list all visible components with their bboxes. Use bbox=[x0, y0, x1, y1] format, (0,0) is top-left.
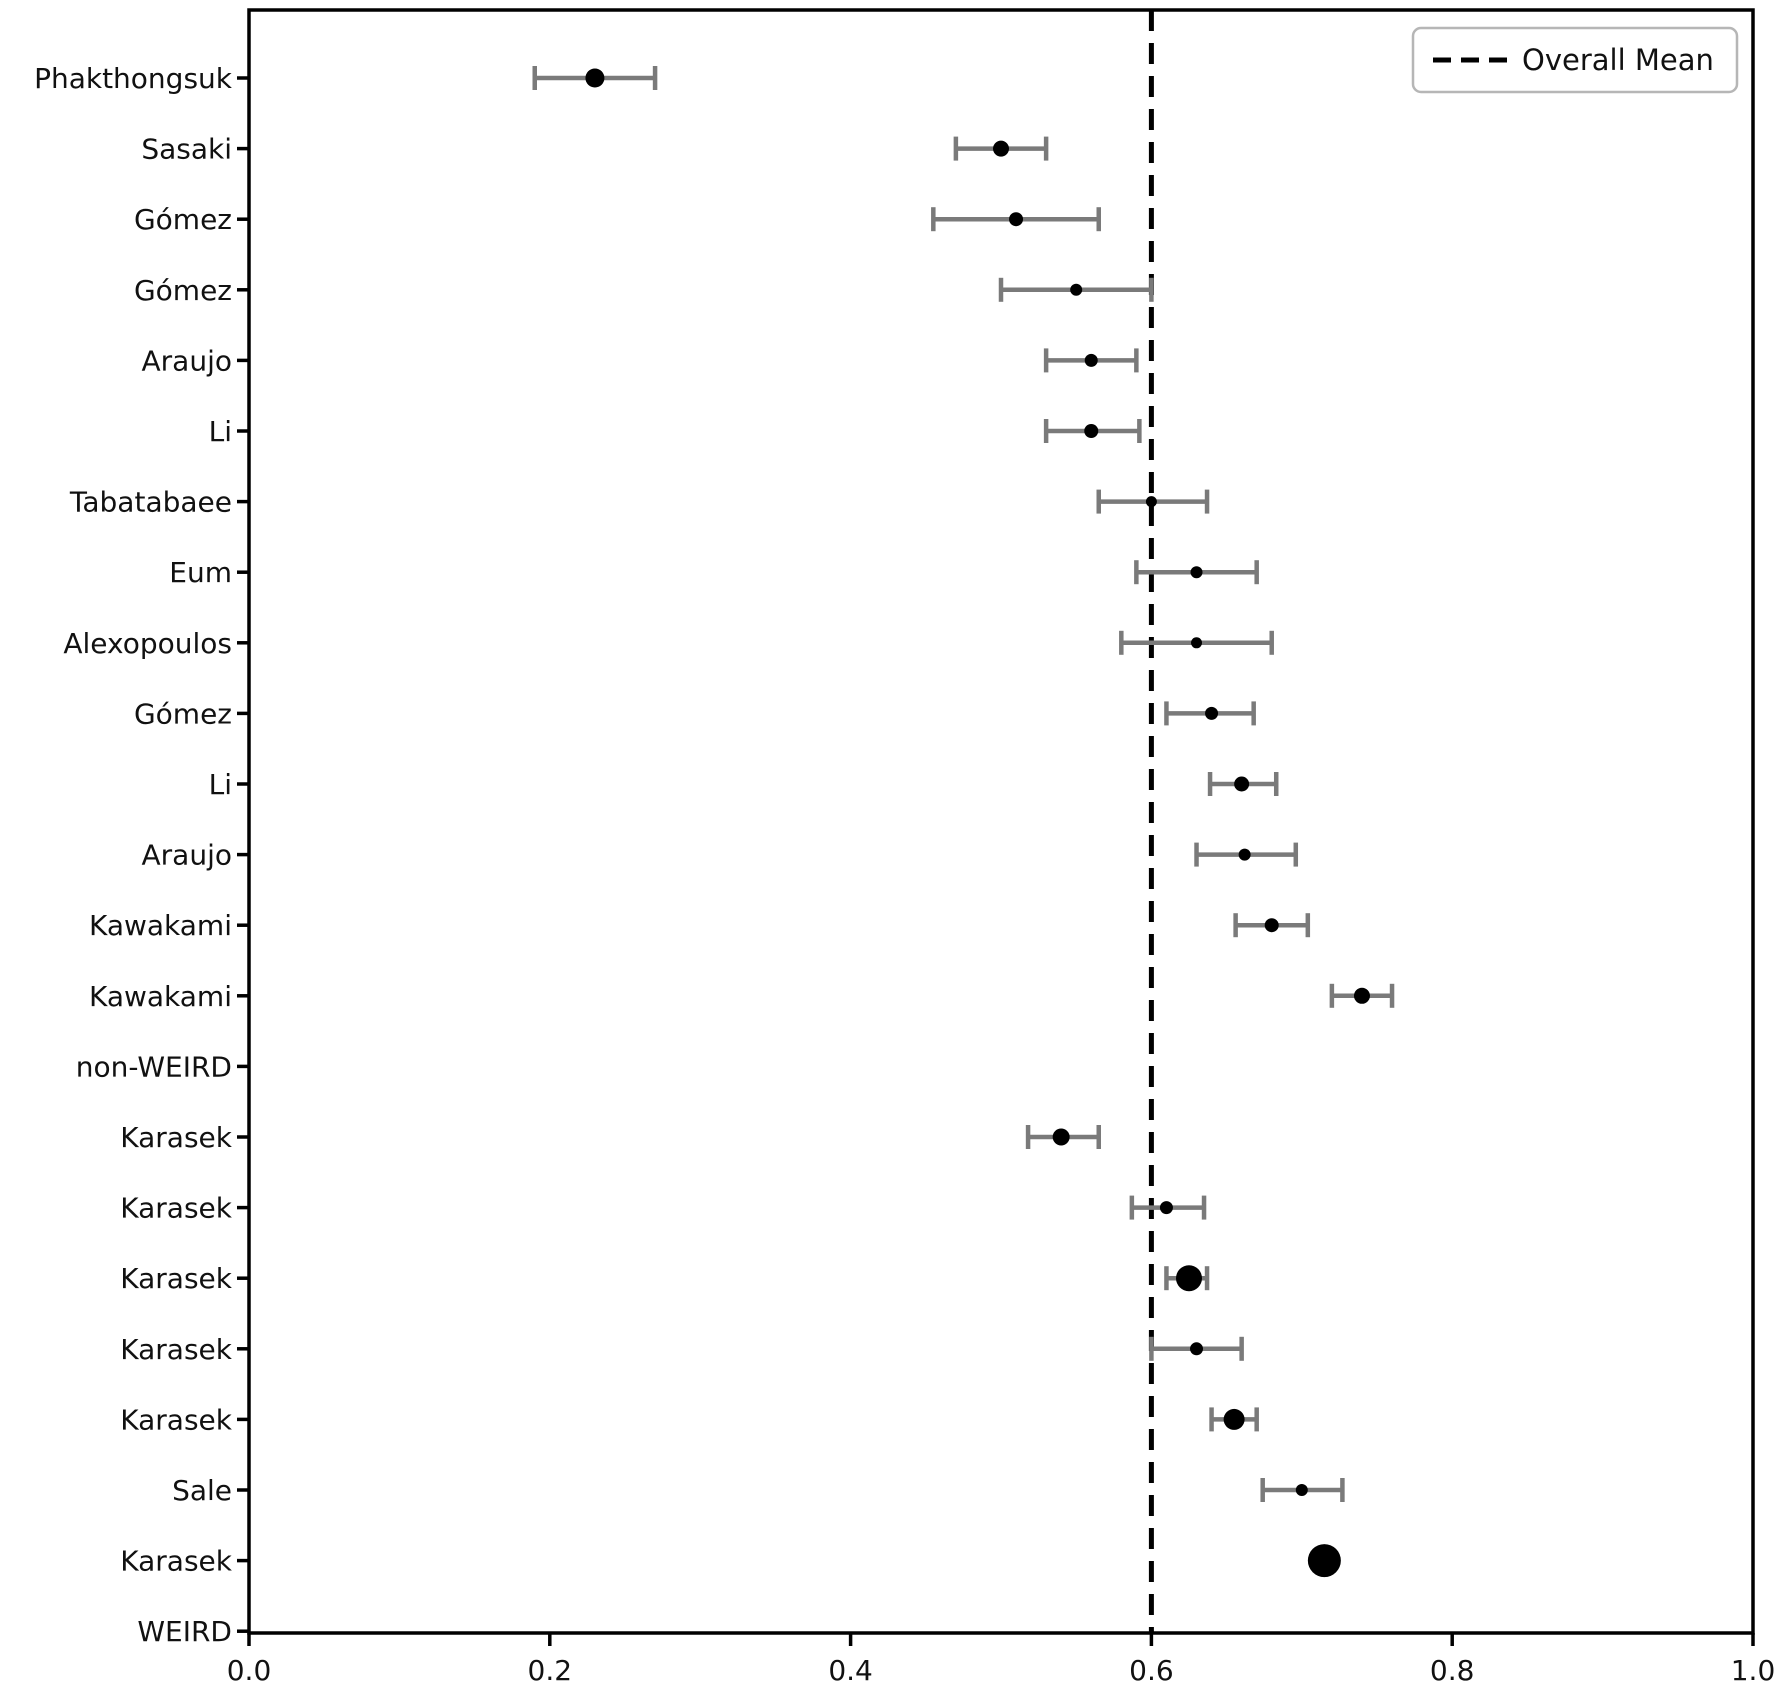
data-point bbox=[1353, 987, 1370, 1004]
legend-label: Overall Mean bbox=[1522, 43, 1714, 77]
y-axis-tick-label: Karasek bbox=[120, 1403, 233, 1436]
legend: Overall Mean bbox=[1411, 26, 1739, 94]
data-point bbox=[1234, 776, 1250, 792]
data-point bbox=[1084, 424, 1099, 438]
data-point bbox=[1070, 283, 1083, 296]
x-axis-tick-label: 1.0 bbox=[1731, 1654, 1776, 1687]
data-point bbox=[1159, 1201, 1173, 1215]
x-axis-tick-label: 0.8 bbox=[1430, 1654, 1475, 1687]
data-point bbox=[1009, 212, 1024, 227]
plot-border bbox=[247, 8, 1755, 1635]
y-axis-tick-label: Sasaki bbox=[141, 133, 232, 166]
data-point bbox=[1307, 1544, 1341, 1578]
y-axis-tick-label: Sale bbox=[172, 1474, 232, 1507]
data-point bbox=[1190, 566, 1203, 579]
data-point bbox=[1223, 1408, 1245, 1430]
data-point bbox=[585, 68, 605, 88]
y-axis-tick-label: Alexopoulos bbox=[63, 627, 232, 660]
y-axis-tick-label: Araujo bbox=[142, 839, 232, 872]
y-axis-tick-label: Gómez bbox=[134, 274, 232, 307]
y-axis-tick-label: Araujo bbox=[142, 344, 232, 377]
y-axis-tick-label: Karasek bbox=[120, 1192, 233, 1225]
y-axis-tick-label: Eum bbox=[169, 556, 232, 589]
x-axis-tick-label: 0.4 bbox=[828, 1654, 873, 1687]
y-axis-tick-label: Karasek bbox=[120, 1545, 233, 1578]
y-axis-tick-label: Karasek bbox=[120, 1121, 233, 1154]
data-point bbox=[1205, 706, 1219, 720]
y-axis-tick-label: Phakthongsuk bbox=[34, 62, 233, 95]
y-axis-tick-label: Li bbox=[209, 768, 232, 801]
y-axis-tick-label: Karasek bbox=[120, 1333, 233, 1366]
data-point bbox=[1084, 353, 1098, 367]
y-axis-tick-label: Karasek bbox=[120, 1262, 233, 1295]
data-point bbox=[1145, 496, 1157, 508]
y-axis-tick-label: Gómez bbox=[134, 203, 232, 236]
data-point bbox=[1295, 1484, 1308, 1496]
data-point bbox=[1238, 848, 1251, 861]
x-axis-tick-label: 0.6 bbox=[1129, 1654, 1174, 1687]
data-point bbox=[993, 140, 1009, 157]
data-point bbox=[1190, 1342, 1204, 1356]
legend-box bbox=[1411, 26, 1739, 94]
data-point bbox=[1264, 918, 1279, 933]
data-point bbox=[1052, 1128, 1070, 1146]
y-axis-tick-label: Tabatabaee bbox=[69, 486, 232, 519]
y-axis-tick-label: non-WEIRD bbox=[76, 1050, 232, 1083]
x-axis-tick-label: 0.0 bbox=[227, 1654, 272, 1687]
y-axis-tick-label: Kawakami bbox=[89, 909, 232, 942]
x-axis-tick-label: 0.2 bbox=[528, 1654, 573, 1687]
y-axis-tick-label: Gómez bbox=[134, 697, 232, 730]
y-axis-tick-label: WEIRD bbox=[137, 1615, 232, 1648]
y-axis-tick-label: Li bbox=[209, 415, 232, 448]
data-point bbox=[1191, 637, 1203, 649]
y-axis-tick-label: Kawakami bbox=[89, 980, 232, 1013]
data-point bbox=[1176, 1265, 1202, 1292]
